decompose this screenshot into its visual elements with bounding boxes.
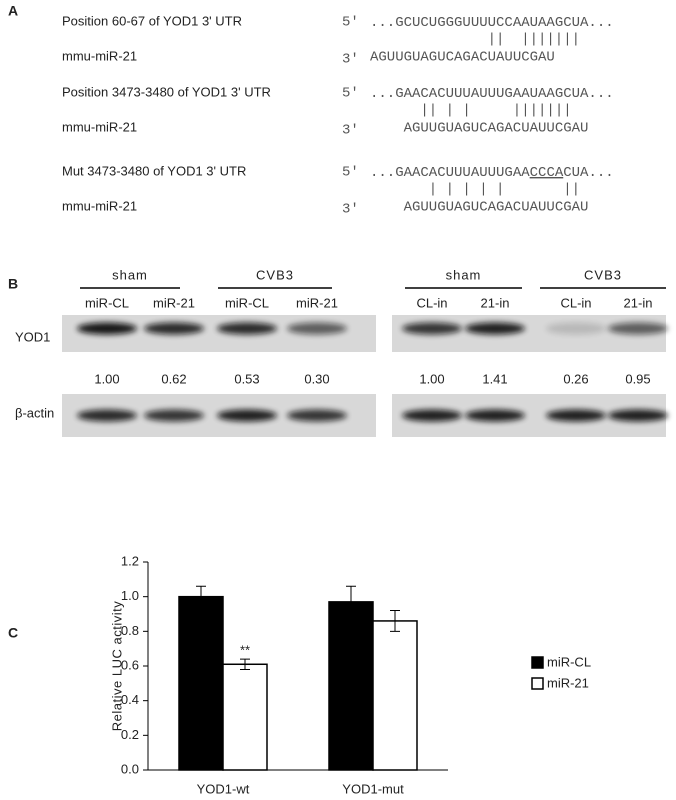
error-bar: [240, 658, 250, 670]
panel-label: A: [8, 3, 18, 19]
y-tick-label: 0.0: [121, 761, 139, 776]
target-sequence: ...GCUCUGGGUUUUCCAAUAAGCUA...: [370, 15, 614, 31]
density-value: 0.26: [563, 371, 588, 386]
mirna-sequence: AGUUGUAGUCAGACUAUUCGAU: [404, 200, 589, 216]
row-label: β-actin: [15, 405, 54, 420]
group-label: sham: [112, 267, 148, 282]
band: [465, 409, 525, 422]
density-value: 0.30: [304, 371, 329, 386]
y-tick-label: 0.2: [121, 727, 139, 742]
lane-label: 21-in: [481, 295, 510, 310]
band: [144, 322, 204, 335]
mirna-sequence: AGUUGUAGUCAGACUAUUCGAU: [404, 121, 589, 137]
target-label: Position 3473-3480 of YOD1 3' UTR: [62, 84, 271, 99]
band: [608, 409, 668, 422]
band: [465, 322, 525, 335]
band: [144, 409, 204, 422]
y-tick-label: 0.4: [121, 692, 139, 707]
band: [546, 409, 606, 422]
y-tick-label: 0.8: [121, 623, 139, 638]
sequence-segment: CUA...: [563, 165, 613, 181]
prime-end: 3': [342, 123, 359, 139]
lane-label: miR-21: [296, 295, 338, 310]
mirna-sequence: AGUUGUAGUCAGACUAUUCGAU: [370, 50, 555, 66]
target-sequence: ...GAACACUUUAUUUGAAUAAGCUA...: [370, 86, 614, 102]
bar: [178, 595, 224, 771]
legend-swatch: [531, 677, 544, 690]
prime-end: 5': [342, 165, 359, 181]
error-bar: [390, 610, 400, 632]
lane-label: CL-in: [560, 295, 591, 310]
prime-end: 3': [342, 202, 359, 218]
density-value: 0.95: [625, 371, 650, 386]
band: [402, 409, 462, 422]
mirna-label: mmu-miR-21: [62, 198, 137, 213]
bar: [328, 601, 374, 771]
mirna-label: mmu-miR-21: [62, 119, 137, 134]
prime-end: 3': [342, 52, 359, 68]
row-label: YOD1: [15, 329, 50, 344]
band: [402, 322, 462, 335]
legend-label: miR-21: [547, 675, 589, 690]
density-value: 1.00: [419, 371, 444, 386]
band: [77, 409, 137, 422]
y-tick-label: 1.0: [121, 588, 139, 603]
base-pairing: || |||||||: [488, 32, 580, 48]
lane-label: miR-21: [153, 295, 195, 310]
band: [217, 409, 277, 422]
lane-label: CL-in: [416, 295, 447, 310]
lane-label: miR-CL: [85, 295, 129, 310]
band: [287, 322, 347, 335]
density-value: 0.53: [234, 371, 259, 386]
bar: [372, 620, 418, 771]
sequence-segment: ...GAACACUUUAUUUGAAUAAGCUA...: [370, 86, 614, 102]
prime-end: 5': [342, 86, 359, 102]
panel-label: C: [8, 625, 18, 641]
group-label: CVB3: [256, 267, 294, 282]
bar: [222, 663, 268, 771]
band: [287, 409, 347, 422]
group-label: CVB3: [584, 267, 622, 282]
x-tick-label: YOD1-mut: [342, 781, 404, 796]
target-sequence: ...GAACACUUUAUUUGAACCCACUA...: [370, 165, 614, 181]
error-bar: [346, 585, 356, 618]
band: [546, 322, 606, 335]
significance-mark: **: [240, 643, 250, 658]
y-tick-label: 0.6: [121, 657, 139, 672]
lane-label: 21-in: [624, 295, 653, 310]
band: [608, 322, 668, 335]
sequence-segment: CCCA: [530, 165, 564, 181]
density-value: 1.00: [94, 371, 119, 386]
legend-label: miR-CL: [547, 654, 591, 669]
prime-end: 5': [342, 15, 359, 31]
target-label: Position 60-67 of YOD1 3' UTR: [62, 13, 242, 28]
panel-label: B: [8, 276, 18, 292]
group-label: sham: [446, 267, 482, 282]
error-bar: [196, 585, 206, 608]
y-tick-label: 1.2: [121, 553, 139, 568]
sequence-segment: ...GCUCUGGGUUUUCCAAUAAGCUA...: [370, 15, 614, 31]
density-value: 0.62: [161, 371, 186, 386]
target-label: Mut 3473-3480 of YOD1 3' UTR: [62, 163, 246, 178]
y-axis-label: Relative LUC activity: [109, 601, 124, 731]
base-pairing: | | | | | ||: [429, 182, 580, 198]
band: [77, 322, 137, 335]
mirna-label: mmu-miR-21: [62, 48, 137, 63]
sequence-segment: ...GAACACUUUAUUUGAA: [370, 165, 530, 181]
legend-swatch: [531, 656, 544, 669]
base-pairing: || | | |||||||: [420, 103, 571, 119]
density-value: 1.41: [482, 371, 507, 386]
band: [217, 322, 277, 335]
x-tick-label: YOD1-wt: [197, 781, 250, 796]
lane-label: miR-CL: [225, 295, 269, 310]
